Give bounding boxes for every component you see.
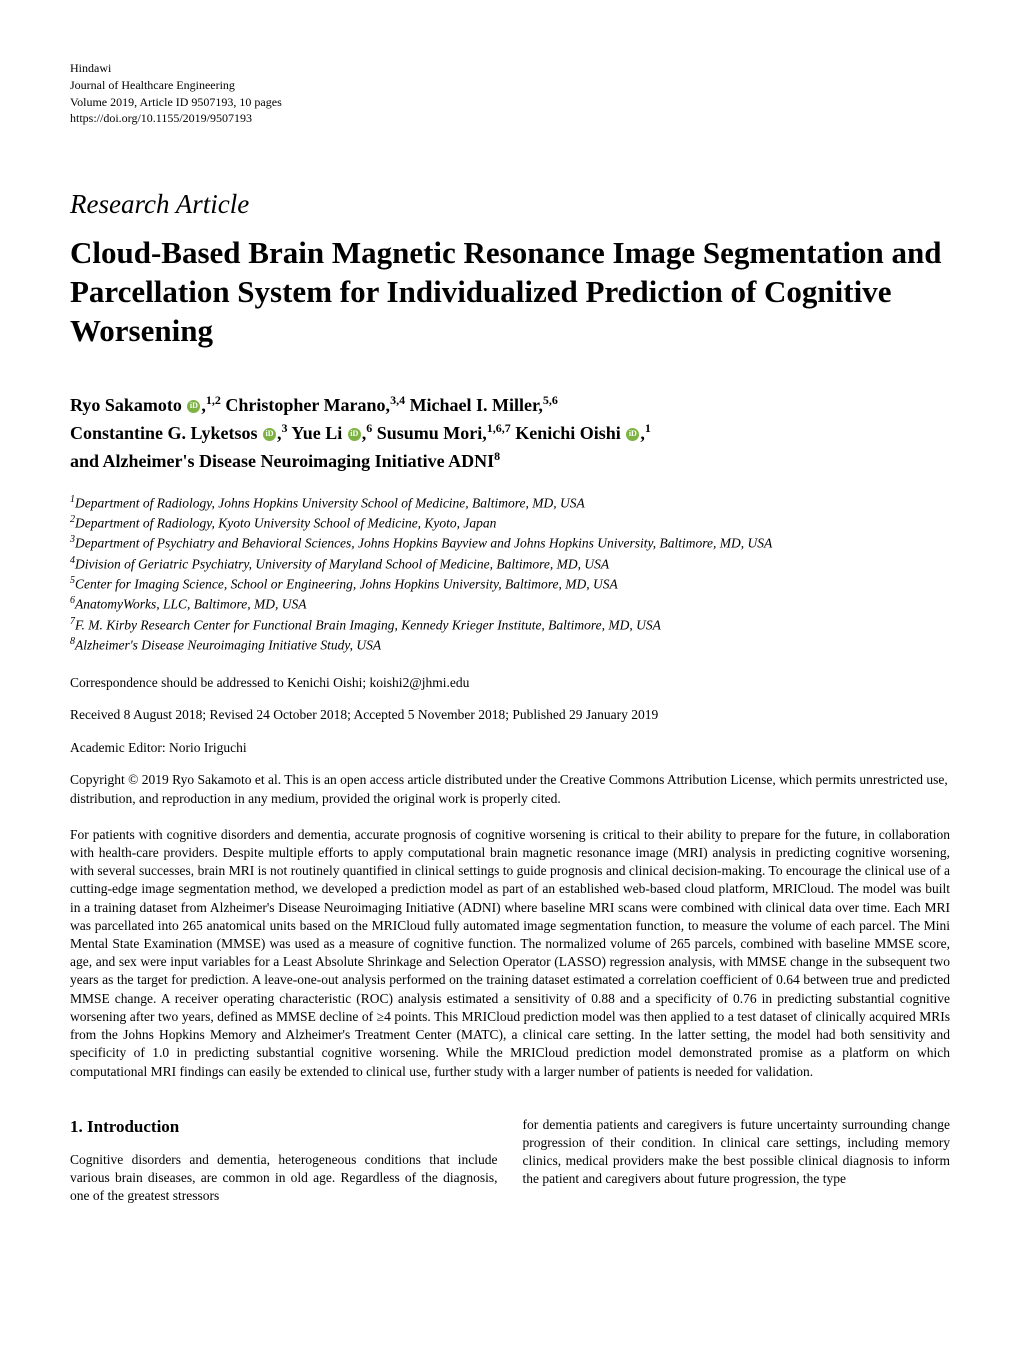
affiliation-text: Department of Radiology, Kyoto Universit… — [75, 515, 496, 530]
affiliation-text: Center for Imaging Science, School or En… — [75, 577, 618, 592]
affiliation-item: 7F. M. Kirby Research Center for Functio… — [70, 615, 950, 635]
author-name: Constantine G. Lyketsos — [70, 423, 258, 443]
copyright-notice: Copyright © 2019 Ryo Sakamoto et al. Thi… — [70, 771, 950, 807]
affiliation-item: 1Department of Radiology, Johns Hopkins … — [70, 493, 950, 513]
section-heading: 1. Introduction — [70, 1116, 498, 1139]
article-title: Cloud-Based Brain Magnetic Resonance Ima… — [70, 234, 950, 350]
orcid-icon[interactable] — [263, 428, 276, 441]
affiliations-block: 1Department of Radiology, Johns Hopkins … — [70, 493, 950, 656]
author-affil-sup: 3 — [282, 421, 288, 435]
affiliation-item: 3Department of Psychiatry and Behavioral… — [70, 533, 950, 553]
journal-header: Hindawi Journal of Healthcare Engineerin… — [70, 60, 950, 127]
author-affil-sup: 8 — [494, 449, 500, 463]
orcid-icon[interactable] — [187, 400, 200, 413]
affiliation-text: Department of Psychiatry and Behavioral … — [75, 536, 772, 551]
affiliation-item: 4Division of Geriatric Psychiatry, Unive… — [70, 554, 950, 574]
affiliation-item: 5Center for Imaging Science, School or E… — [70, 574, 950, 594]
journal-name: Journal of Healthcare Engineering — [70, 77, 950, 94]
author-affil-sup: 3,4 — [390, 393, 405, 407]
affiliation-item: 6AnatomyWorks, LLC, Baltimore, MD, USA — [70, 594, 950, 614]
affiliation-item: 2Department of Radiology, Kyoto Universi… — [70, 513, 950, 533]
body-columns: 1. Introduction Cognitive disorders and … — [70, 1116, 950, 1206]
orcid-icon[interactable] — [348, 428, 361, 441]
author-name: Kenichi Oishi — [515, 423, 621, 443]
author-name: Michael I. Miller, — [410, 395, 543, 415]
article-type: Research Article — [70, 187, 950, 222]
author-affil-sup: 6 — [366, 421, 372, 435]
affiliation-item: 8Alzheimer's Disease Neuroimaging Initia… — [70, 635, 950, 655]
correspondence: Correspondence should be addressed to Ke… — [70, 674, 950, 692]
article-dates: Received 8 August 2018; Revised 24 Octob… — [70, 706, 950, 724]
affiliation-text: AnatomyWorks, LLC, Baltimore, MD, USA — [75, 597, 307, 612]
affiliation-text: Division of Geriatric Psychiatry, Univer… — [75, 556, 609, 571]
body-column-right: for dementia patients and caregivers is … — [523, 1116, 951, 1206]
author-name: Ryo Sakamoto — [70, 395, 182, 415]
authors-block: Ryo Sakamoto ,1,2 Christopher Marano,3,4… — [70, 391, 950, 475]
author-name: Susumu Mori, — [377, 423, 487, 443]
orcid-icon[interactable] — [626, 428, 639, 441]
affiliation-text: F. M. Kirby Research Center for Function… — [75, 617, 661, 632]
affiliation-text: Alzheimer's Disease Neuroimaging Initiat… — [75, 638, 381, 653]
volume-info: Volume 2019, Article ID 9507193, 10 page… — [70, 94, 950, 111]
body-paragraph: for dementia patients and caregivers is … — [523, 1116, 951, 1189]
body-column-left: 1. Introduction Cognitive disorders and … — [70, 1116, 498, 1206]
affiliation-text: Department of Radiology, Johns Hopkins U… — [75, 495, 585, 510]
author-affil-sup: 1,2 — [206, 393, 221, 407]
academic-editor: Academic Editor: Norio Iriguchi — [70, 739, 950, 757]
author-name: Christopher Marano, — [225, 395, 390, 415]
body-paragraph: Cognitive disorders and dementia, hetero… — [70, 1151, 498, 1206]
publisher-name: Hindawi — [70, 60, 950, 77]
author-group: and Alzheimer's Disease Neuroimaging Ini… — [70, 451, 494, 471]
abstract-text: For patients with cognitive disorders an… — [70, 826, 950, 1081]
doi-link[interactable]: https://doi.org/10.1155/2019/9507193 — [70, 110, 950, 127]
author-name: Yue Li — [291, 423, 342, 443]
author-affil-sup: 1,6,7 — [487, 421, 511, 435]
author-affil-sup: 1 — [645, 421, 651, 435]
author-affil-sup: 5,6 — [543, 393, 558, 407]
